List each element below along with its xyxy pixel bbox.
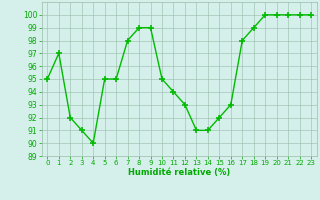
X-axis label: Humidité relative (%): Humidité relative (%)	[128, 168, 230, 177]
